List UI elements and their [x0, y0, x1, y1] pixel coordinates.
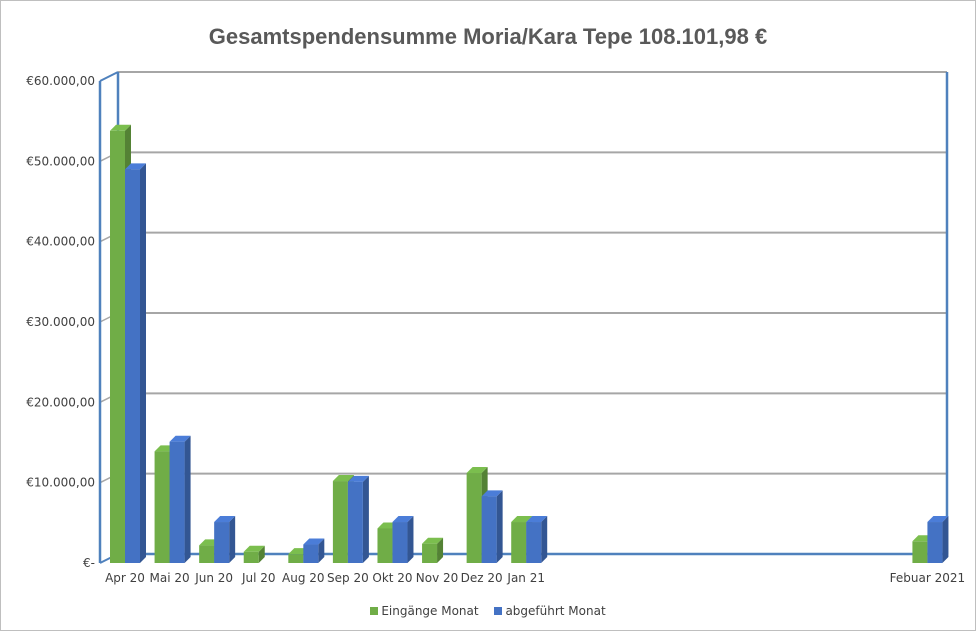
- bar-side: [229, 516, 236, 563]
- bar-top: [303, 538, 325, 545]
- x-tick-label: Nov 20: [416, 571, 459, 585]
- bar-abgefuehrt: [481, 490, 503, 563]
- bar-top: [466, 467, 488, 474]
- y-tick-label: €60.000,00: [26, 74, 95, 88]
- y-tick-label: €-: [83, 556, 95, 570]
- bar-front: [466, 473, 482, 563]
- bar-top: [169, 435, 191, 442]
- bar-front: [214, 522, 230, 563]
- bar-abgefuehrt: [347, 475, 369, 563]
- y-tick-label: €50.000,00: [26, 154, 95, 168]
- x-tick-label: Dez 20: [461, 571, 503, 585]
- bar-side: [437, 537, 444, 563]
- bar-abgefuehrt: [927, 516, 949, 563]
- bar-front: [332, 481, 348, 563]
- bar-top: [110, 124, 131, 131]
- bar-layer: [110, 124, 949, 563]
- bar-front: [169, 441, 185, 563]
- bar-front: [199, 545, 215, 563]
- label-layer: €- €10.000,00 €20.000,00 €30.000,00 €40.000,…: [26, 74, 965, 585]
- bar-side: [318, 538, 325, 563]
- bar-side: [407, 516, 414, 563]
- bar-front: [243, 551, 259, 563]
- bar-side: [258, 545, 265, 563]
- bar-eingaenge: [422, 537, 444, 563]
- bar-top: [392, 516, 414, 523]
- bar-side: [541, 516, 548, 563]
- legend-item-abgefuehrt: abgeführt Monat: [494, 604, 606, 618]
- bar-top: [927, 516, 949, 523]
- bar-side: [184, 435, 191, 563]
- bar-top: [332, 475, 354, 482]
- bar-front: [927, 522, 943, 563]
- x-tick-label: Jun 20: [194, 571, 233, 585]
- bar-abgefuehrt: [392, 516, 414, 563]
- bar-top: [347, 475, 369, 482]
- bar-top: [481, 490, 503, 497]
- bar-front: [526, 522, 542, 563]
- bar-side: [942, 516, 949, 563]
- bar-front: [511, 522, 527, 563]
- bar-top: [511, 516, 533, 523]
- bar-eingaenge: [243, 545, 265, 563]
- y-tick-label: €30.000,00: [26, 315, 95, 329]
- legend-label-eingaenge: Eingänge Monat: [381, 604, 479, 618]
- bar-front: [377, 528, 393, 563]
- bar-front: [125, 169, 140, 563]
- legend-swatch-abgefuehrt: [494, 607, 503, 615]
- bar-front: [154, 451, 170, 563]
- bar-abgefuehrt: [303, 538, 325, 563]
- bar-side: [496, 490, 503, 563]
- bar-abgefuehrt: [526, 516, 548, 563]
- y-tick-label: €40.000,00: [26, 235, 95, 249]
- bar-top: [243, 545, 265, 552]
- bar-top: [214, 516, 236, 523]
- y-tick-label: €20.000,00: [26, 395, 95, 409]
- x-tick-label: Febuar 2021: [890, 571, 966, 585]
- x-tick-label: Aug 20: [282, 571, 325, 585]
- legend: Eingänge Monat abgeführt Monat: [0, 604, 976, 618]
- grid-layer: [99, 71, 947, 484]
- bar-front: [110, 130, 125, 563]
- bar-side: [362, 475, 369, 563]
- x-tick-label: Jul 20: [241, 571, 276, 585]
- bar-front: [392, 522, 408, 563]
- x-tick-label: Okt 20: [372, 571, 412, 585]
- legend-label-abgefuehrt: abgeführt Monat: [505, 604, 606, 618]
- bar-front: [912, 541, 928, 563]
- axis-layer: [98, 71, 949, 564]
- bar-abgefuehrt: [169, 435, 191, 563]
- bar-abgefuehrt: [125, 163, 146, 563]
- bar-side: [140, 163, 146, 563]
- side-wall-top-edge: [99, 71, 119, 82]
- bar-abgefuehrt: [214, 516, 236, 563]
- x-tick-label: Sep 20: [327, 571, 369, 585]
- chart-title: Gesamtspendensumme Moria/Kara Tepe 108.1…: [208, 24, 768, 49]
- x-tick-label: Apr 20: [105, 571, 145, 585]
- bar-top: [422, 537, 444, 544]
- bar-front: [288, 554, 304, 563]
- bar-top: [125, 163, 146, 170]
- bar-front: [303, 544, 319, 563]
- bar-front: [481, 496, 497, 563]
- x-tick-label: Jan 21: [506, 571, 545, 585]
- bar-front: [422, 543, 438, 563]
- y-tick-label: €10.000,00: [26, 476, 95, 490]
- legend-item-eingaenge: Eingänge Monat: [370, 604, 479, 618]
- legend-swatch-eingaenge: [370, 607, 379, 615]
- bar-front: [347, 481, 363, 563]
- bar-top: [526, 516, 548, 523]
- x-tick-label: Mai 20: [150, 571, 190, 585]
